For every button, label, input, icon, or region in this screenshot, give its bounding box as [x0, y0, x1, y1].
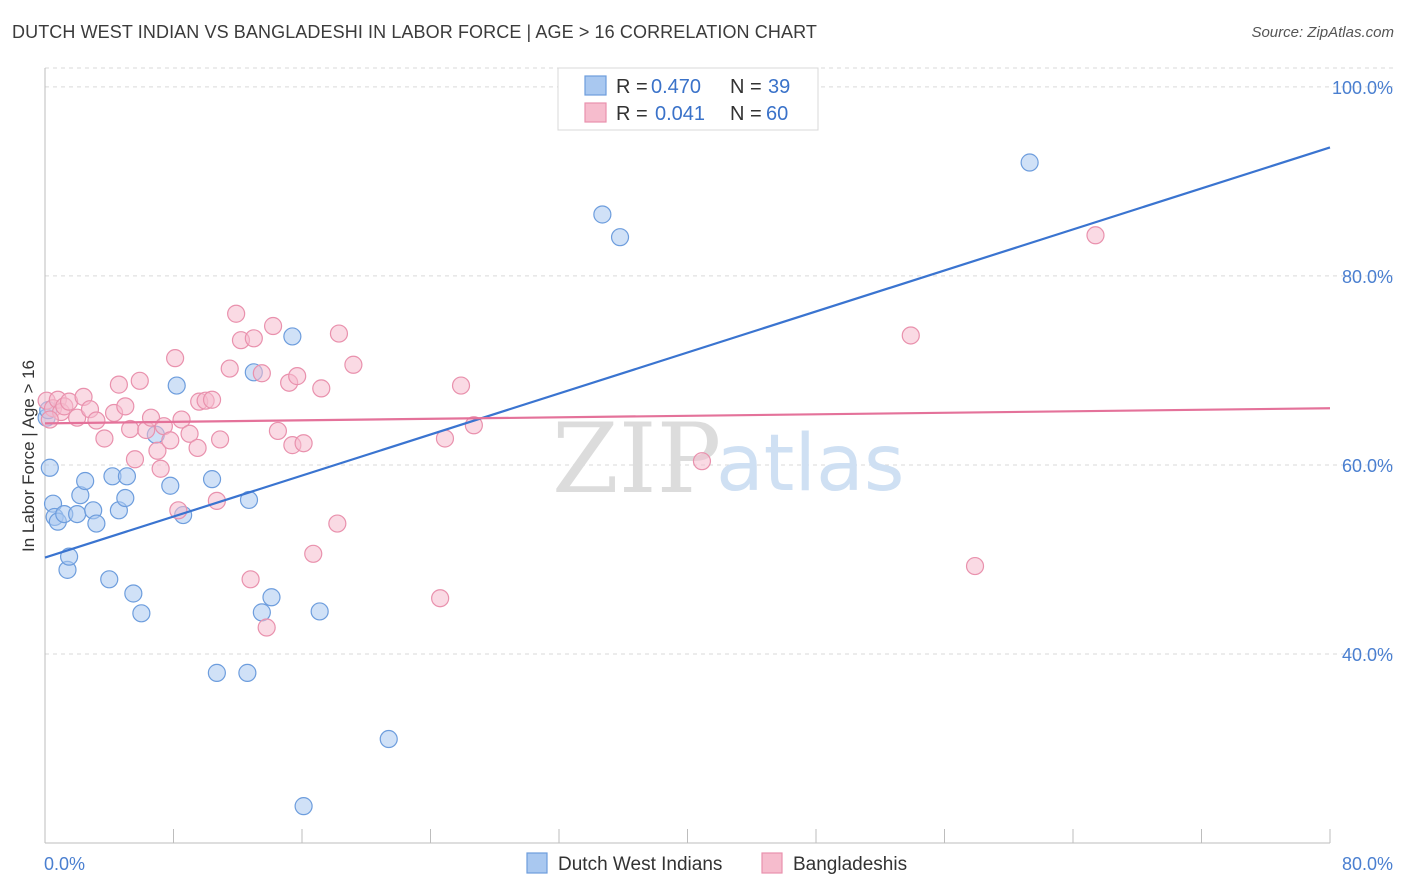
legend-swatch-bangladeshis	[584, 102, 607, 123]
point-bangladeshis	[172, 410, 191, 429]
point-bangladeshis	[220, 359, 239, 378]
point-dutch-west-indians	[68, 504, 87, 524]
point-dutch-west-indians	[76, 471, 95, 491]
point-bangladeshis	[87, 411, 106, 430]
point-bangladeshis	[328, 514, 347, 533]
trend-line-dutch-west-indians	[44, 146, 1331, 559]
point-bangladeshis	[166, 349, 185, 368]
legend-r-label-2: R =	[616, 103, 648, 125]
axes	[44, 68, 1331, 844]
point-dutch-west-indians	[262, 588, 281, 607]
point-bangladeshis	[151, 459, 170, 478]
point-bangladeshis	[312, 379, 331, 398]
y-tick-labels: 40.0% 60.0% 80.0% 100.0%	[1332, 78, 1393, 665]
point-dutch-west-indians	[124, 584, 143, 603]
point-dutch-west-indians	[207, 663, 226, 682]
point-dutch-west-indians	[116, 488, 135, 508]
point-bangladeshis	[1086, 226, 1105, 245]
series-legend-swatch-bangladeshis	[761, 852, 783, 874]
stats-legend: R = 0.470 N = 39 R = 0.041 N = 60	[557, 67, 819, 131]
point-bangladeshis	[148, 441, 167, 460]
point-dutch-west-indians	[132, 604, 151, 623]
legend-swatch-dutch-west-indians	[584, 75, 607, 96]
watermark-atlas: atlas	[716, 419, 905, 509]
series-legend: Dutch West Indians Bangladeshis	[526, 852, 907, 875]
point-dutch-west-indians	[100, 570, 119, 589]
point-bangladeshis	[263, 316, 283, 336]
point-bangladeshis	[188, 438, 207, 458]
point-bangladeshis	[451, 376, 471, 395]
point-bangladeshis	[40, 410, 59, 429]
chart-title: DUTCH WEST INDIAN VS BANGLADESHI IN LABO…	[12, 22, 817, 42]
trend-lines	[44, 146, 1331, 559]
point-dutch-west-indians	[283, 327, 302, 346]
point-dutch-west-indians	[294, 797, 313, 816]
data-points	[37, 153, 1105, 816]
legend-n-value-1: 39	[768, 76, 790, 98]
point-bangladeshis	[241, 570, 260, 589]
point-dutch-west-indians	[252, 603, 271, 622]
point-bangladeshis	[130, 371, 149, 390]
point-bangladeshis	[116, 397, 135, 416]
trend-line-bangladeshis	[44, 407, 1331, 425]
point-dutch-west-indians	[238, 663, 257, 682]
y-tick-label: 80.0%	[1342, 267, 1393, 287]
legend-n-label-2: N =	[730, 103, 762, 125]
point-bangladeshis	[965, 556, 985, 576]
x-tick-labels: 0.0% 80.0%	[44, 854, 1393, 874]
point-bangladeshis	[95, 429, 114, 448]
point-bangladeshis	[692, 452, 712, 471]
watermark-zip: ZIP	[552, 403, 721, 515]
x-tick-label: 80.0%	[1342, 854, 1393, 874]
y-axis-title: In Labor Force | Age > 16	[19, 360, 38, 552]
point-bangladeshis	[294, 434, 313, 453]
y-tick-label: 100.0%	[1332, 78, 1393, 98]
y-tick-label: 40.0%	[1342, 645, 1393, 665]
grid-lines	[45, 67, 1395, 655]
x-tick-label: 0.0%	[44, 854, 85, 874]
point-bangladeshis	[901, 326, 920, 345]
point-dutch-west-indians	[87, 514, 106, 533]
point-dutch-west-indians	[610, 228, 630, 247]
point-bangladeshis	[257, 618, 276, 637]
point-dutch-west-indians	[1020, 153, 1039, 172]
legend-n-value-2: 60	[766, 103, 788, 125]
watermark: ZIP atlas	[552, 403, 905, 515]
point-dutch-west-indians	[202, 470, 222, 489]
point-bangladeshis	[109, 375, 128, 394]
legend-r-value-2: 0.041	[655, 103, 705, 125]
point-dutch-west-indians	[40, 458, 59, 477]
chart-source: Source: ZipAtlas.com	[1251, 24, 1394, 41]
series-legend-label-bangladeshis: Bangladeshis	[793, 854, 907, 875]
point-bangladeshis	[227, 304, 246, 323]
y-tick-label: 60.0%	[1342, 456, 1393, 476]
point-dutch-west-indians	[167, 376, 186, 395]
point-bangladeshis	[431, 589, 450, 608]
point-bangladeshis	[180, 424, 199, 443]
point-dutch-west-indians	[161, 476, 180, 495]
point-dutch-west-indians	[117, 467, 137, 486]
point-bangladeshis	[268, 421, 288, 441]
point-bangladeshis	[252, 364, 271, 383]
point-bangladeshis	[288, 367, 307, 386]
series-legend-label-dutch-west-indians: Dutch West Indians	[558, 854, 722, 875]
legend-n-label-1: N =	[730, 76, 762, 98]
point-bangladeshis	[304, 544, 323, 563]
point-bangladeshis	[210, 430, 230, 449]
point-bangladeshis	[344, 355, 363, 374]
point-dutch-west-indians	[379, 729, 398, 749]
point-bangladeshis	[202, 390, 222, 409]
point-bangladeshis	[161, 431, 180, 450]
point-bangladeshis	[244, 329, 263, 348]
series-legend-swatch-dutch-west-indians	[526, 852, 548, 874]
point-dutch-west-indians	[310, 602, 329, 621]
point-dutch-west-indians	[593, 205, 612, 224]
point-bangladeshis	[125, 450, 145, 469]
legend-r-label-1: R =	[616, 76, 648, 98]
point-bangladeshis	[329, 324, 349, 343]
legend-r-value-1: 0.470	[651, 76, 701, 98]
